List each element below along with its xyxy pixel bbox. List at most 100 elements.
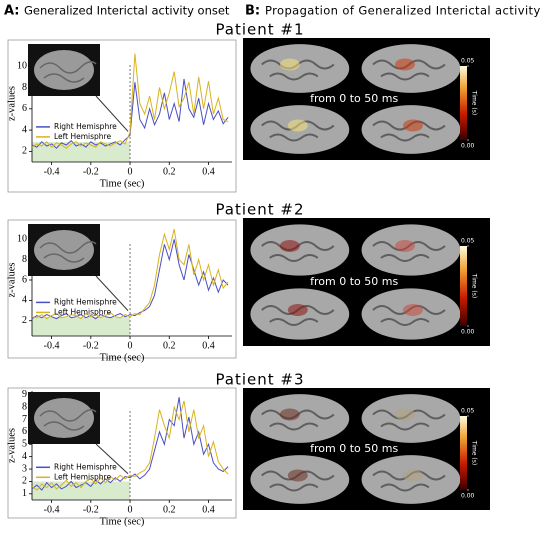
brain-view xyxy=(250,394,350,443)
chart-title: Patient #3 xyxy=(215,371,304,389)
x-tick-label: 0.2 xyxy=(163,340,176,351)
y-tick-label: 5 xyxy=(22,439,27,450)
y-tick-label: 9 xyxy=(22,389,27,400)
x-axis-label: Time (sec) xyxy=(100,516,145,527)
inset-brain xyxy=(34,230,94,270)
baseline-window xyxy=(32,316,131,336)
y-tick-label: 7 xyxy=(22,414,27,425)
activation xyxy=(279,240,300,252)
x-tick-label: -0.4 xyxy=(44,504,60,515)
colorbar-tick-label: 0.05 xyxy=(461,408,475,415)
activation xyxy=(287,304,308,316)
y-tick-label: 3 xyxy=(22,463,27,474)
colorbar xyxy=(460,66,467,140)
legend-label: Left Hemisphre xyxy=(54,472,111,481)
series-line xyxy=(31,397,229,491)
legend-label: Right Hemisphre xyxy=(54,122,117,131)
chart-title: Patient #2 xyxy=(215,201,304,219)
x-tick-label: 0.4 xyxy=(202,340,215,351)
y-tick-label: 4 xyxy=(22,295,27,306)
chart-frame xyxy=(7,39,237,193)
x-tick-label: 0.2 xyxy=(163,166,176,177)
activation xyxy=(394,58,415,71)
colorbar-tick-label: 0.00 xyxy=(461,329,475,336)
colorbar-tick-label: 0.00 xyxy=(461,493,475,500)
baseline-window xyxy=(32,142,131,162)
activation xyxy=(287,119,308,132)
x-tick-label: -0.4 xyxy=(44,340,60,351)
activation xyxy=(402,304,423,316)
series-line xyxy=(31,78,229,149)
legend-label: Right Hemisphre xyxy=(54,462,117,471)
y-tick-label: 8 xyxy=(22,401,27,412)
activation xyxy=(279,408,300,421)
brain-annotation: from 0 to 50 ms xyxy=(310,442,398,455)
y-tick-label: 8 xyxy=(22,82,27,93)
y-tick-label: 10 xyxy=(17,61,27,72)
activation xyxy=(394,408,415,421)
x-tick-label: 0 xyxy=(128,340,133,351)
colorbar-label: Time (s) xyxy=(471,90,478,115)
inset-arrow xyxy=(95,95,129,132)
chart-frame xyxy=(7,387,237,519)
x-tick-label: 0.2 xyxy=(163,504,176,515)
series-line xyxy=(31,239,229,320)
brain-view xyxy=(250,44,350,93)
y-tick-label: 10 xyxy=(17,234,27,245)
y-axis-label: z-values xyxy=(6,263,17,298)
colorbar xyxy=(460,416,467,490)
x-axis-label: Time (sec) xyxy=(100,352,145,363)
brain-annotation: from 0 to 50 ms xyxy=(310,92,398,105)
y-tick-label: 2 xyxy=(22,476,27,487)
chart-frame xyxy=(7,219,237,359)
y-tick-label: 6 xyxy=(22,426,27,437)
inset-folds xyxy=(39,61,97,83)
series-line xyxy=(31,53,229,149)
series-line xyxy=(31,400,229,491)
y-tick-label: 1 xyxy=(22,488,27,499)
x-tick-label: 0 xyxy=(128,504,133,515)
inset-arrow xyxy=(95,443,129,475)
y-axis-label: z-values xyxy=(6,86,17,121)
y-tick-label: 6 xyxy=(22,103,27,114)
inset-folds xyxy=(39,241,97,263)
inset-brain xyxy=(34,398,94,438)
colorbar-label: Time (s) xyxy=(471,273,478,298)
x-tick-label: -0.2 xyxy=(83,340,99,351)
colorbar-tick-label: 0.00 xyxy=(461,143,475,150)
colorbar xyxy=(460,246,467,326)
activation xyxy=(402,469,423,482)
brain-annotation: from 0 to 50 ms xyxy=(310,275,398,288)
y-tick-label: 4 xyxy=(22,451,27,462)
y-tick-label: 2 xyxy=(22,315,27,326)
y-tick-label: 6 xyxy=(22,274,27,285)
inset-brain xyxy=(34,50,94,90)
inset-folds xyxy=(39,409,97,431)
panel-label: A: xyxy=(4,4,20,19)
x-tick-label: -0.4 xyxy=(44,166,60,177)
panel-label: B: xyxy=(245,4,260,19)
baseline-window xyxy=(32,481,131,500)
panel-title: Propagation of Generalized Interictal ac… xyxy=(265,4,541,18)
activation xyxy=(402,119,423,132)
colorbar-tick-label: 0.05 xyxy=(461,58,475,65)
colorbar-label: Time (s) xyxy=(471,440,478,465)
x-tick-label: 0 xyxy=(128,166,133,177)
legend-label: Left Hemisphre xyxy=(54,132,111,141)
panel-title: Generalized Interictal activity onset xyxy=(24,4,230,18)
x-tick-label: -0.2 xyxy=(83,504,99,515)
y-tick-label: 8 xyxy=(22,254,27,265)
activation xyxy=(287,469,308,482)
activation xyxy=(279,58,300,71)
x-tick-label: 0.4 xyxy=(202,166,215,177)
x-tick-label: -0.2 xyxy=(83,166,99,177)
y-tick-label: 4 xyxy=(22,124,27,135)
series-line xyxy=(31,228,229,320)
x-tick-label: 0.4 xyxy=(202,504,215,515)
activation xyxy=(394,240,415,252)
legend-label: Left Hemisphre xyxy=(54,307,111,316)
brain-view xyxy=(250,224,350,276)
chart-title: Patient #1 xyxy=(215,21,304,39)
x-axis-label: Time (sec) xyxy=(100,178,145,189)
